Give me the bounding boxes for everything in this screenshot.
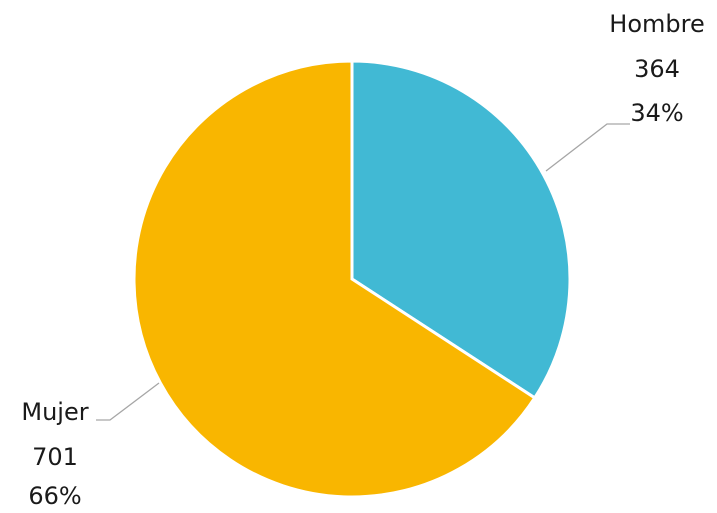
slice-label-mujer-percent: 66%	[28, 482, 81, 510]
slice-label-hombre-percent: 34%	[630, 99, 683, 127]
leader-line-mujer	[96, 382, 160, 421]
slice-label-mujer-category: Mujer	[21, 398, 88, 426]
slice-label-hombre-category: Hombre	[609, 10, 704, 38]
slice-label-mujer-value: 701	[32, 443, 78, 471]
leader-line-hombre	[545, 123, 630, 172]
pie-slice-mujer	[132, 59, 537, 499]
pie-slices	[132, 59, 572, 499]
slice-label-hombre-value: 364	[634, 55, 680, 83]
